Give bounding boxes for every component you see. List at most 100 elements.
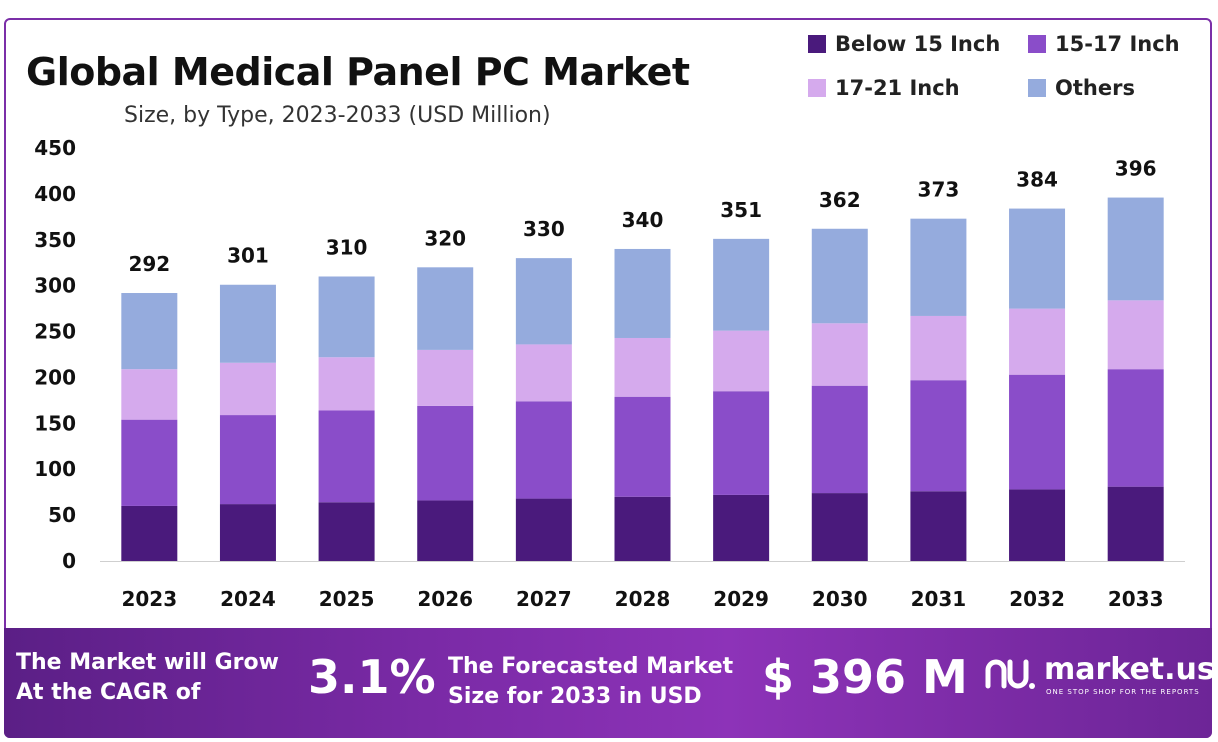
chart-title: Global Medical Panel PC Market	[26, 50, 690, 94]
legend-label-15-17-inch: 15-17 Inch	[1055, 32, 1180, 56]
legend-item-17-21-inch: 17-21 Inch	[808, 76, 960, 100]
bar-2029-series-1	[713, 391, 770, 495]
x-tick-label-2026: 2026	[417, 587, 473, 611]
bar-2030-series-0	[811, 493, 868, 561]
bar-2028-series-3	[614, 248, 671, 338]
bar-2029-series-0	[713, 494, 770, 561]
total-label-2029: 351	[720, 198, 762, 222]
y-tick-label-1: 50	[48, 503, 76, 527]
x-tick-label-2029: 2029	[713, 587, 769, 611]
bar-2033-series-1	[1107, 369, 1164, 487]
legend: Below 15 Inch 15-17 Inch 17-21 Inch Othe…	[808, 32, 1208, 112]
y-tick-label-6: 300	[34, 274, 76, 298]
bar-2027-series-3	[515, 258, 572, 345]
market-us-logo: market.us ONE STOP SHOP FOR THE REPORTS	[984, 652, 1215, 702]
total-label-2032: 384	[1016, 168, 1058, 192]
y-tick-label-0: 0	[62, 549, 76, 573]
bar-2033-series-3	[1107, 197, 1164, 301]
bar-2027-series-1	[515, 401, 572, 499]
bar-2025-series-3	[318, 276, 375, 358]
x-tick-label-2033: 2033	[1108, 587, 1164, 611]
bar-2024-series-1	[219, 415, 276, 505]
bar-2025-series-0	[318, 502, 375, 561]
total-label-2031: 373	[918, 178, 960, 202]
x-tick-label-2023: 2023	[121, 587, 177, 611]
bar-2027-series-0	[515, 498, 572, 561]
bar-2023-series-1	[121, 419, 178, 506]
bar-2026-series-3	[417, 267, 474, 350]
forecast-value: $ 396 M	[762, 650, 968, 704]
total-label-2024: 301	[227, 244, 269, 268]
bar-2030-series-1	[811, 385, 868, 494]
bar-2025-series-1	[318, 410, 375, 503]
bar-2024-series-3	[219, 284, 276, 363]
y-tick-label-3: 150	[34, 411, 76, 435]
bar-2023-series-0	[121, 505, 178, 561]
legend-swatch-17-21-inch	[808, 79, 826, 97]
bar-2023-series-3	[121, 293, 178, 370]
stacked-bar-chart: 0 50 100 150 200 250 300 350 400 450 292 2023 301 202…	[34, 136, 1185, 611]
bar-2032-series-1	[1009, 374, 1066, 490]
total-label-2030: 362	[819, 188, 861, 212]
legend-swatch-others	[1028, 79, 1046, 97]
bar-2032-series-2	[1009, 308, 1066, 375]
x-tick-label-2028: 2028	[615, 587, 671, 611]
legend-label-17-21-inch: 17-21 Inch	[835, 76, 960, 100]
bar-2031-series-3	[910, 218, 967, 316]
x-tick-label-2024: 2024	[220, 587, 276, 611]
total-label-2033: 396	[1115, 157, 1157, 181]
bar-2028-series-1	[614, 396, 671, 497]
x-tick-label-2025: 2025	[319, 587, 375, 611]
bar-2031-series-1	[910, 380, 967, 492]
bar-2032-series-3	[1009, 208, 1066, 309]
legend-item-below-15-inch: Below 15 Inch	[808, 32, 1000, 56]
legend-swatch-15-17-inch	[1028, 35, 1046, 53]
bar-2031-series-0	[910, 491, 967, 561]
legend-label-below-15-inch: Below 15 Inch	[835, 32, 1001, 56]
forecast-text-line-2: Size for 2033 in USD	[448, 684, 702, 709]
chart-subtitle: Size, by Type, 2023-2033 (USD Million)	[124, 103, 551, 128]
cagr-value: 3.1%	[308, 650, 436, 704]
bar-2033-series-0	[1107, 486, 1164, 561]
total-label-2026: 320	[424, 226, 466, 250]
logo-tagline: ONE STOP SHOP FOR THE REPORTS	[1046, 688, 1200, 696]
bar-2027-series-2	[515, 344, 572, 402]
bar-2025-series-2	[318, 357, 375, 411]
bar-2030-series-2	[811, 323, 868, 386]
bar-2024-series-0	[219, 504, 276, 561]
bar-2029-series-3	[713, 238, 770, 331]
y-tick-label-8: 400	[34, 182, 76, 206]
logo-name: market.us	[1044, 652, 1215, 687]
total-label-2027: 330	[523, 217, 565, 241]
x-tick-label-2030: 2030	[812, 587, 868, 611]
legend-label-others: Others	[1055, 76, 1135, 100]
bar-2026-series-2	[417, 349, 474, 406]
cagr-text-line-2: At the CAGR of	[16, 680, 201, 705]
legend-item-others: Others	[1028, 76, 1135, 100]
x-tick-label-2031: 2031	[911, 587, 967, 611]
x-tick-label-2032: 2032	[1009, 587, 1065, 611]
bar-2033-series-2	[1107, 300, 1164, 370]
bar-2030-series-3	[811, 228, 868, 324]
y-tick-label-7: 350	[34, 228, 76, 252]
legend-swatch-below-15-inch	[808, 35, 826, 53]
bar-2026-series-0	[417, 500, 474, 561]
bar-2024-series-2	[219, 362, 276, 416]
x-tick-label-2027: 2027	[516, 587, 572, 611]
total-label-2023: 292	[128, 252, 170, 276]
bar-2032-series-0	[1009, 489, 1066, 561]
cagr-text-line-1: The Market will Grow	[16, 650, 279, 675]
total-label-2028: 340	[622, 208, 664, 232]
forecast-text-line-1: The Forecasted Market	[448, 654, 734, 679]
market-us-logo-icon	[985, 659, 1035, 689]
bar-2023-series-2	[121, 369, 178, 420]
total-label-2025: 310	[326, 235, 368, 259]
y-tick-label-5: 250	[34, 320, 76, 344]
y-tick-label-4: 200	[34, 365, 76, 389]
bar-2029-series-2	[713, 330, 770, 392]
bar-2031-series-2	[910, 315, 967, 381]
bar-2028-series-0	[614, 496, 671, 561]
bar-2026-series-1	[417, 405, 474, 501]
y-tick-label-2: 100	[34, 457, 76, 481]
legend-item-15-17-inch: 15-17 Inch	[1028, 32, 1180, 56]
